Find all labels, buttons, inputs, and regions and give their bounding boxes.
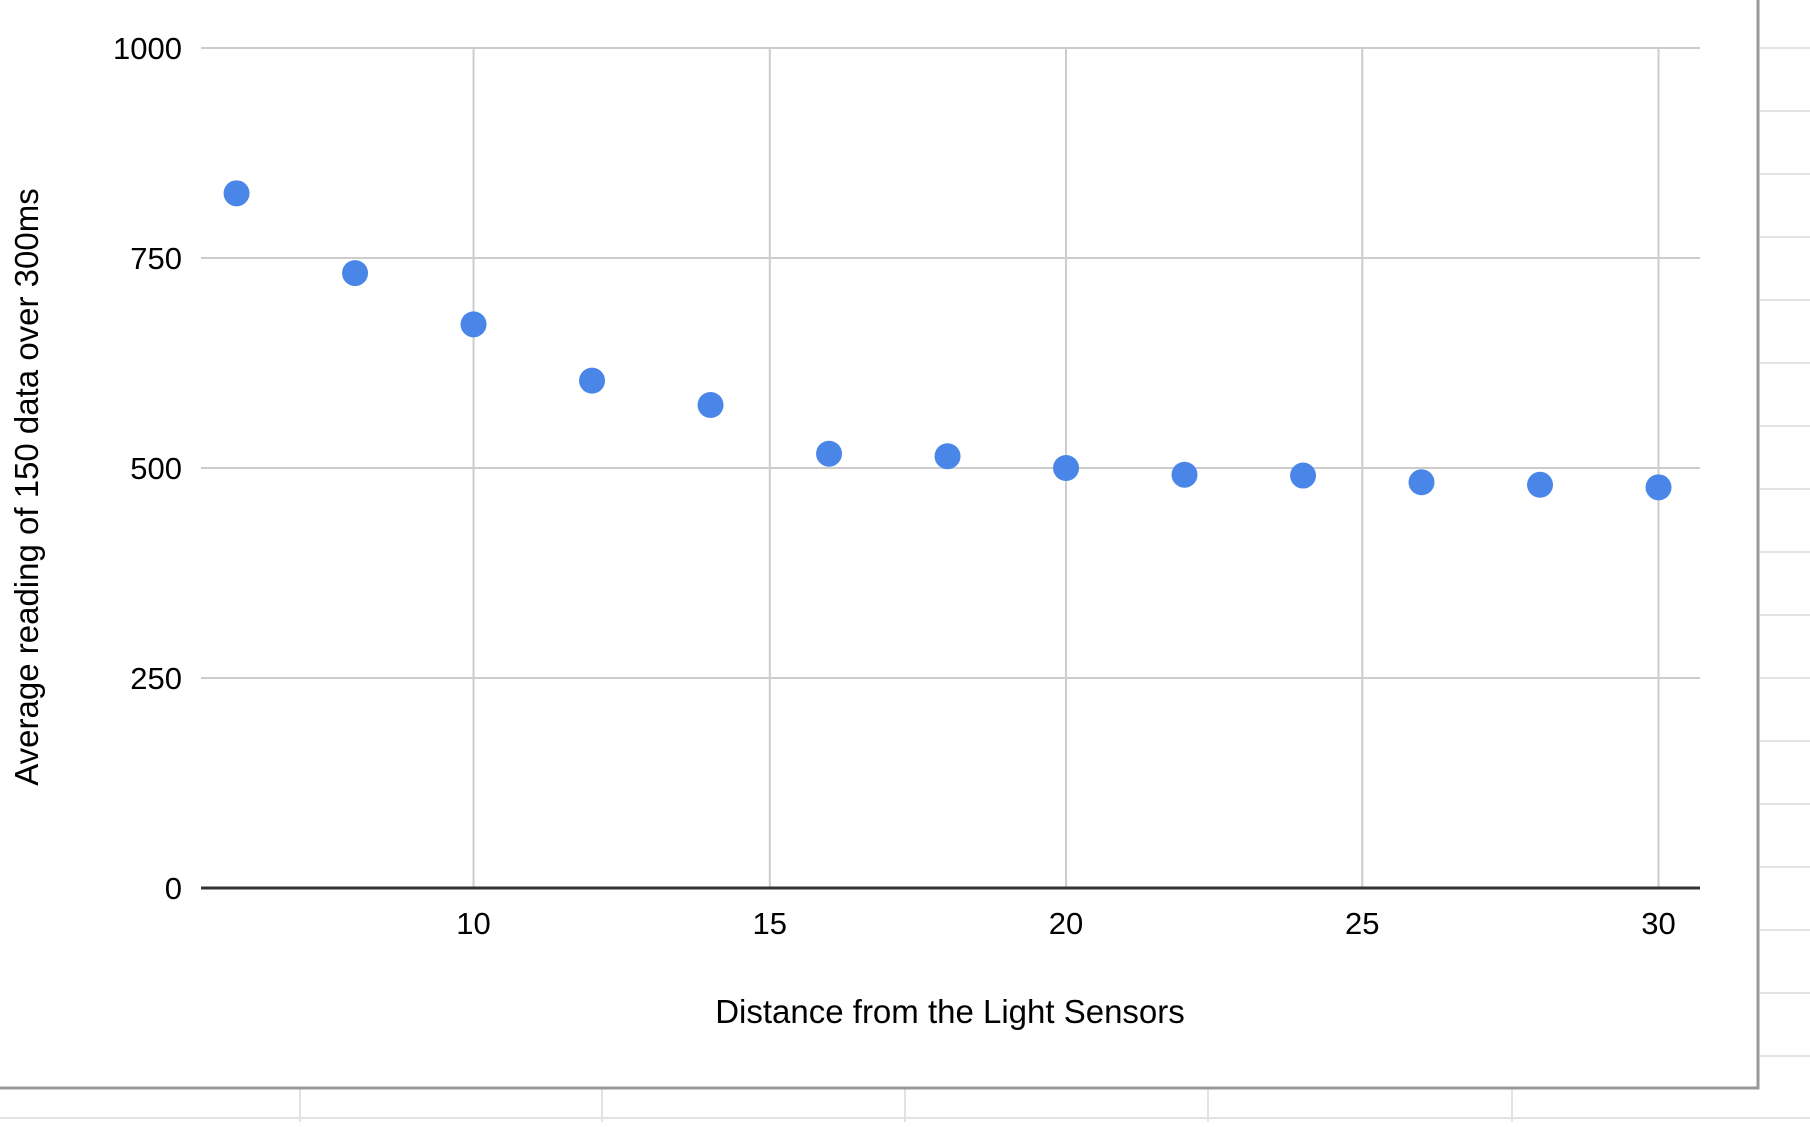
data-point	[1171, 461, 1198, 488]
data-point	[342, 260, 369, 287]
x-tick-label: 15	[753, 906, 787, 941]
data-point	[223, 180, 250, 207]
x-tick-label: 30	[1641, 906, 1675, 941]
x-axis-title: Distance from the Light Sensors	[715, 993, 1185, 1030]
data-point	[1408, 469, 1435, 496]
x-tick-label: 10	[456, 906, 490, 941]
y-tick-label: 500	[130, 451, 182, 486]
data-point	[816, 440, 843, 467]
x-tick-label: 20	[1049, 906, 1083, 941]
y-tick-label: 250	[130, 661, 182, 696]
data-point	[460, 311, 487, 338]
data-point	[1645, 474, 1672, 501]
chart-tick-labels: 0 250 500 750 1000 10 15 20 25 30	[113, 31, 1676, 941]
chart-points	[223, 180, 1672, 501]
data-point	[1053, 455, 1080, 481]
x-tick-label: 25	[1345, 906, 1379, 941]
y-tick-label: 750	[130, 241, 182, 276]
y-tick-label: 0	[165, 871, 182, 906]
data-point	[697, 392, 724, 418]
data-point	[934, 443, 961, 470]
spreadsheet-gridlines	[0, 47, 1810, 1122]
data-point	[1290, 462, 1317, 489]
y-tick-label: 1000	[113, 31, 182, 66]
data-point	[579, 367, 606, 394]
data-point	[1527, 471, 1554, 498]
chart-frame	[0, 0, 1760, 1090]
y-axis-title: Average reading of 150 data over 300ms	[8, 188, 45, 785]
